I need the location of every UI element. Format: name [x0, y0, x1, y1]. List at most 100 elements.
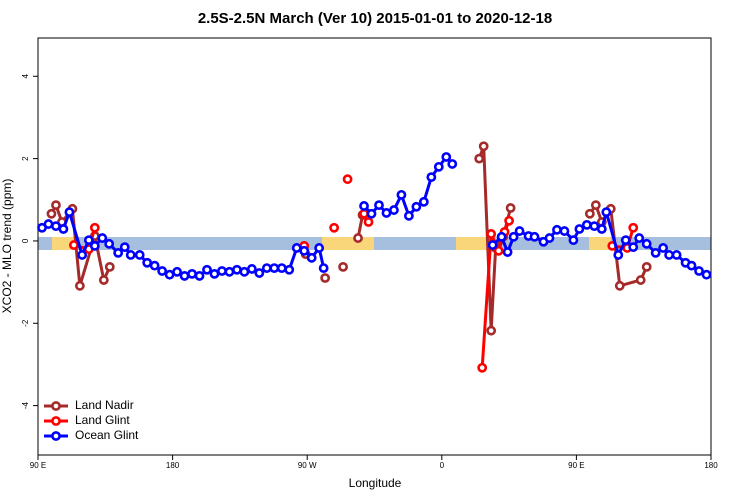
point	[635, 275, 646, 285]
point	[51, 200, 61, 211]
chart-title: 2.5S-2.5N March (Ver 10) 2015-01-01 to 2…	[198, 10, 552, 27]
x-tick-label: 90 W	[298, 461, 317, 470]
point	[98, 275, 109, 285]
x-axis-label: Longitude	[349, 476, 402, 490]
point	[584, 208, 595, 219]
point	[552, 224, 562, 235]
point	[113, 247, 124, 258]
point	[202, 264, 212, 275]
point	[284, 264, 295, 275]
point	[447, 159, 458, 169]
point	[529, 231, 540, 242]
point	[493, 245, 504, 256]
point	[329, 222, 340, 233]
point	[581, 219, 592, 230]
point	[641, 238, 652, 249]
point	[389, 205, 399, 215]
point	[164, 269, 175, 280]
point	[342, 174, 353, 185]
y-tick-label: -4	[21, 402, 30, 410]
point	[634, 233, 645, 243]
legend-marker	[51, 431, 61, 441]
point	[64, 207, 75, 218]
point	[77, 250, 88, 260]
point	[119, 242, 130, 253]
point	[686, 260, 697, 271]
point	[97, 233, 108, 243]
point	[125, 250, 136, 260]
legend-marker	[51, 416, 61, 426]
point	[306, 252, 317, 263]
y-axis-label: XCO2 - MLO trend (ppm)	[0, 179, 14, 314]
point	[474, 153, 485, 164]
point	[359, 208, 369, 219]
point	[486, 229, 497, 239]
point	[574, 224, 585, 234]
point	[261, 263, 272, 274]
point	[142, 257, 153, 268]
point	[104, 238, 115, 249]
point	[613, 250, 624, 260]
y-tick-label: 0	[21, 238, 30, 243]
point	[43, 219, 54, 229]
point	[396, 189, 407, 200]
point	[496, 231, 507, 242]
point	[374, 200, 384, 211]
plot-frame	[37, 37, 712, 456]
point	[58, 224, 69, 234]
point	[478, 141, 489, 152]
land-band	[456, 237, 488, 250]
point	[359, 201, 369, 211]
y-tick-label: 2	[21, 156, 30, 161]
y-tick-label: 4	[21, 74, 30, 79]
point	[134, 250, 145, 260]
point	[68, 240, 79, 250]
x-tick-label: 180	[166, 461, 180, 470]
legend-label: Land Glint	[75, 413, 130, 427]
point	[502, 247, 513, 257]
point	[224, 266, 235, 277]
point	[628, 242, 639, 253]
point	[487, 240, 498, 250]
point	[441, 152, 452, 162]
point	[486, 325, 497, 336]
point	[596, 224, 607, 234]
point	[381, 208, 392, 218]
point	[338, 261, 348, 272]
legend-label: Land Nadir	[75, 398, 134, 412]
point	[187, 268, 197, 279]
point	[51, 221, 61, 232]
point	[314, 243, 325, 253]
point	[89, 240, 100, 251]
point	[433, 161, 444, 172]
point	[291, 243, 302, 253]
point	[589, 221, 600, 232]
point	[559, 226, 570, 236]
point	[477, 362, 488, 373]
point	[179, 271, 190, 281]
point	[239, 266, 250, 277]
point	[209, 268, 220, 279]
point	[89, 222, 100, 233]
point	[514, 226, 525, 236]
point	[320, 273, 331, 283]
y-tick-label: -2	[21, 319, 30, 327]
point	[254, 268, 265, 278]
point	[568, 235, 579, 246]
point	[426, 172, 437, 183]
point	[149, 260, 160, 271]
point	[366, 208, 377, 219]
x-tick-label: 0	[440, 461, 445, 470]
point	[276, 263, 287, 274]
point	[74, 280, 85, 291]
point	[194, 271, 205, 281]
point	[601, 207, 612, 218]
legend-label: Ocean Glint	[75, 428, 139, 442]
point	[299, 245, 310, 256]
point	[544, 233, 555, 243]
point	[641, 261, 652, 272]
point	[620, 235, 631, 246]
point	[671, 250, 682, 260]
point	[46, 208, 57, 219]
point	[172, 266, 182, 277]
